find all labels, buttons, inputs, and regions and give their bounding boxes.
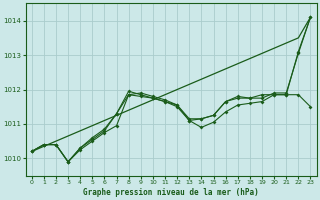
X-axis label: Graphe pression niveau de la mer (hPa): Graphe pression niveau de la mer (hPa) <box>83 188 259 197</box>
